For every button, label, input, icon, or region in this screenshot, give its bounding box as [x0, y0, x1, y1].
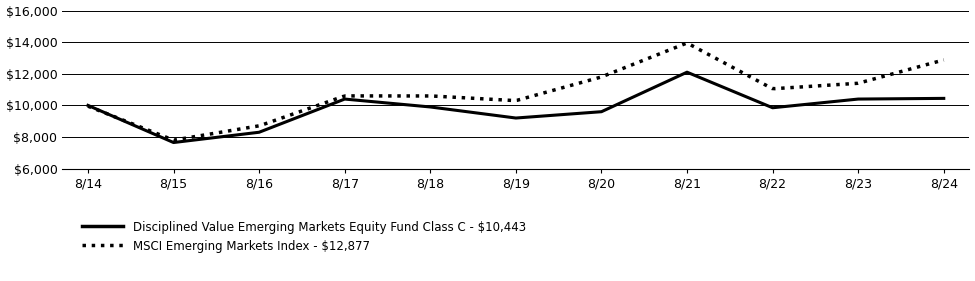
Legend: Disciplined Value Emerging Markets Equity Fund Class C - $10,443, MSCI Emerging : Disciplined Value Emerging Markets Equit…	[77, 216, 530, 257]
